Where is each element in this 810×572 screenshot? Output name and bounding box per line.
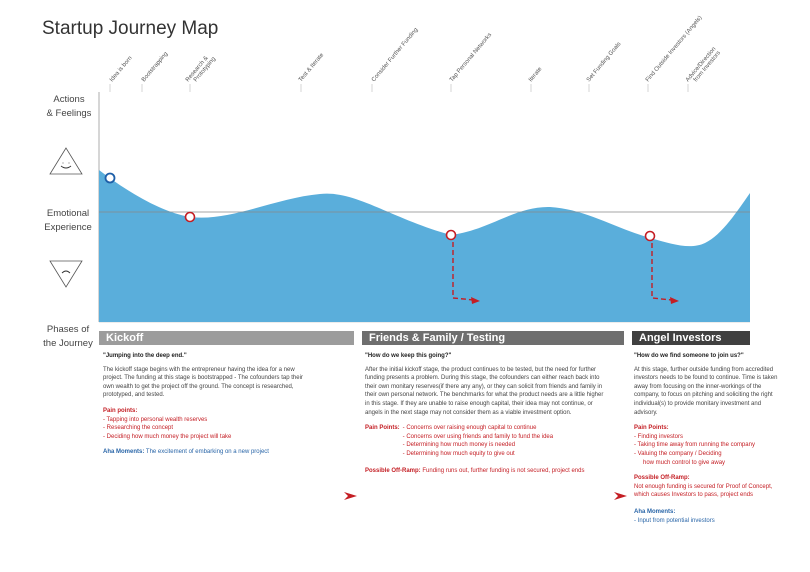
low-point-marker — [644, 230, 656, 242]
stage-label: Bootstrapping — [141, 51, 169, 83]
aha-moments-title: Aha Moments: — [103, 449, 145, 456]
phase-detail-friends-family: "How do we keep this going?" After the i… — [365, 352, 608, 475]
label-line: & Feelings — [46, 108, 92, 119]
phase-detail-kickoff: "Jumping into the deep end." The kickoff… — [103, 352, 303, 457]
off-ramp-arrow — [452, 242, 475, 301]
journey-diagram: Idea is born Bootstrapping Research & Pr… — [49, 15, 750, 323]
pain-point: - Determining how much equity to give ou… — [402, 450, 515, 457]
low-point-marker — [445, 229, 457, 241]
off-ramp-text: Not enough funding is secured for Proof … — [634, 483, 773, 499]
off-ramp-arrow — [651, 243, 673, 301]
off-ramp-text: Funding runs out, further funding is not… — [422, 467, 585, 474]
phase-bar-kickoff: Kickoff — [99, 331, 354, 345]
label-line: the Journey — [43, 338, 93, 349]
label-line: Phases of — [46, 324, 90, 335]
pain-point: - Finding investors — [634, 433, 684, 440]
stage-label: Consider Further Funding — [371, 27, 420, 83]
label-line: Experience — [44, 222, 92, 233]
phase-description: The kickoff stage begins with the entrep… — [103, 366, 303, 399]
page-title: Startup Journey Map — [42, 18, 219, 39]
pain-point: - Tapping into personal wealth reserves — [103, 416, 208, 423]
phase-bar-angel-investors: Angel Investors — [632, 331, 750, 345]
phase-description: After the initial kickoff stage, the pro… — [365, 366, 604, 416]
off-ramp-arrowhead — [670, 297, 679, 304]
aha-moments-text: The excitement of embarking on a new pro… — [145, 449, 269, 456]
off-ramp-arrow-icon — [344, 492, 357, 500]
label-line: Actions — [53, 94, 85, 105]
off-ramp-arrowhead — [471, 297, 480, 304]
label-line: Emotional — [46, 208, 90, 219]
pain-point: - Concerns over using friends and family… — [402, 433, 554, 440]
low-point-marker — [184, 211, 196, 223]
pain-point: - Concerns over raising enough capital t… — [402, 425, 537, 432]
start-marker — [104, 172, 116, 184]
emotional-wave — [99, 170, 750, 322]
stage-label: Test & Iterate — [298, 52, 326, 83]
phase-bar-friends-family: Friends & Family / Testing — [362, 331, 624, 345]
phases-label: Phases of the Journey — [36, 323, 100, 351]
pain-points-title: Pain points: — [103, 407, 138, 414]
pain-point: - Valuing the company / Deciding — [634, 450, 722, 457]
off-ramp-title: Possible Off-Ramp: — [365, 467, 421, 474]
aha-moments-title: Aha Moments: — [634, 508, 676, 515]
stage-label: Iterate — [528, 66, 544, 83]
pain-points-title: Pain Points: — [365, 425, 400, 432]
pain-point: - Deciding how much money the project wi… — [103, 433, 232, 440]
stage-label: Idea is born — [109, 55, 134, 83]
phase-description: At this stage, further outside funding f… — [634, 366, 778, 416]
pain-points-title: Pain Points: — [634, 425, 669, 432]
emotional-experience-label: Emotional Experience — [36, 207, 100, 235]
phase-quote: "How do we find someone to join us?" — [634, 353, 744, 359]
pain-point: how much control to give away — [643, 459, 726, 466]
off-ramp-title: Possible Off-Ramp: — [634, 475, 690, 482]
aha-moments-text: - Input from potential investors — [634, 517, 715, 524]
phase-detail-angel-investors: "How do we find someone to join us?" At … — [634, 352, 786, 525]
happy-face-icon — [49, 147, 83, 175]
phase-quote: "Jumping into the deep end." — [103, 353, 187, 359]
pain-point: - Determining how much money is needed — [402, 442, 516, 449]
pain-point: - Taking time away from running the comp… — [634, 442, 755, 449]
phase-quote: "How do we keep this going?" — [365, 353, 452, 359]
stage-label: Set Funding Goals — [586, 41, 623, 83]
stage-label: Tap Personal Networks — [449, 32, 493, 83]
pain-point: - Researching the concept — [103, 425, 174, 432]
actions-feelings-label: Actions & Feelings — [38, 93, 100, 121]
sad-face-icon — [49, 260, 83, 288]
off-ramp-arrow-icon — [614, 492, 627, 500]
